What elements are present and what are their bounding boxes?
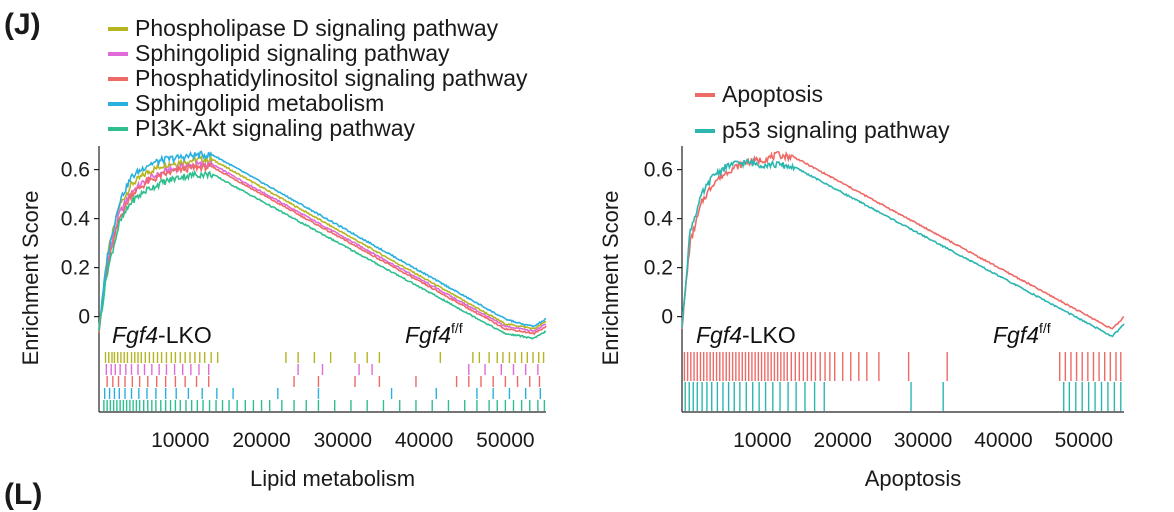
- y-tick-label: 0.4: [644, 208, 674, 231]
- x-tick-label: 30000: [314, 429, 372, 452]
- legend-label: Apoptosis: [722, 81, 823, 107]
- series-line-4: [98, 150, 547, 331]
- x-tick-label: 50000: [476, 429, 534, 452]
- x-tick-label: 50000: [1055, 429, 1113, 452]
- y-tick-label: 0: [661, 306, 673, 329]
- legend-label: Sphingolipid signaling pathway: [135, 40, 450, 66]
- hit-strip-2: [684, 382, 1122, 411]
- x-tick-label: 40000: [395, 429, 453, 452]
- x-tick-label: 10000: [151, 429, 209, 452]
- series-line-2: [98, 159, 546, 333]
- series-line-2: [681, 157, 1125, 338]
- series-line-1: [98, 154, 547, 333]
- panel-label: (J): [4, 8, 41, 41]
- y-tick-label: 0.6: [644, 159, 673, 182]
- chart-panel-1: 0 0.2 0.4 0.6 Enrichment Score 10000 20000 3000…: [18, 15, 547, 491]
- legend-label: p53 signaling pathway: [722, 117, 950, 143]
- x-tick-label: 30000: [894, 429, 952, 452]
- hit-strip-4: [103, 388, 542, 399]
- hit-strip-2: [105, 364, 539, 375]
- legend-label: Phosphatidylinositol signaling pathway: [135, 65, 528, 91]
- y-tick-label: 0: [78, 306, 90, 329]
- series-line-1: [681, 150, 1125, 330]
- right-group-label: Fgf4f/f: [993, 320, 1051, 348]
- legend-label: Sphingolipid metabolism: [135, 90, 384, 116]
- left-group-label: Fgf4-LKO: [112, 322, 212, 348]
- left-group-label: Fgf4-LKO: [696, 322, 796, 348]
- y-tick-label: 0.2: [61, 257, 90, 280]
- y-tick-label: 0.6: [61, 159, 90, 182]
- x-axis-label: Apoptosis: [865, 466, 962, 491]
- y-tick-label: 0.4: [61, 208, 91, 231]
- legend-label: PI3K-Akt signaling pathway: [135, 115, 415, 141]
- legend-label: Phospholipase D signaling pathway: [135, 15, 499, 41]
- right-group-label: Fgf4f/f: [405, 320, 463, 348]
- series-line-3: [98, 162, 547, 336]
- hit-strip-1: [683, 352, 1122, 381]
- x-tick-label: 20000: [232, 429, 290, 452]
- y-axis-label: Enrichment Score: [598, 191, 623, 366]
- x-tick-label: 10000: [733, 429, 791, 452]
- hit-strip-3: [106, 376, 541, 387]
- series-line-5: [98, 169, 547, 340]
- hit-strip-1: [104, 352, 545, 363]
- y-tick-label: 0.2: [644, 257, 673, 280]
- chart-panel-2: 0 0.2 0.4 0.6 Enrichment Score 10000 20000 3000…: [598, 81, 1125, 491]
- x-axis-label: Lipid metabolism: [250, 466, 415, 491]
- x-tick-label: 20000: [814, 429, 872, 452]
- y-axis-label: Enrichment Score: [18, 191, 43, 366]
- x-tick-label: 40000: [974, 429, 1032, 452]
- hit-strip-5: [103, 400, 546, 411]
